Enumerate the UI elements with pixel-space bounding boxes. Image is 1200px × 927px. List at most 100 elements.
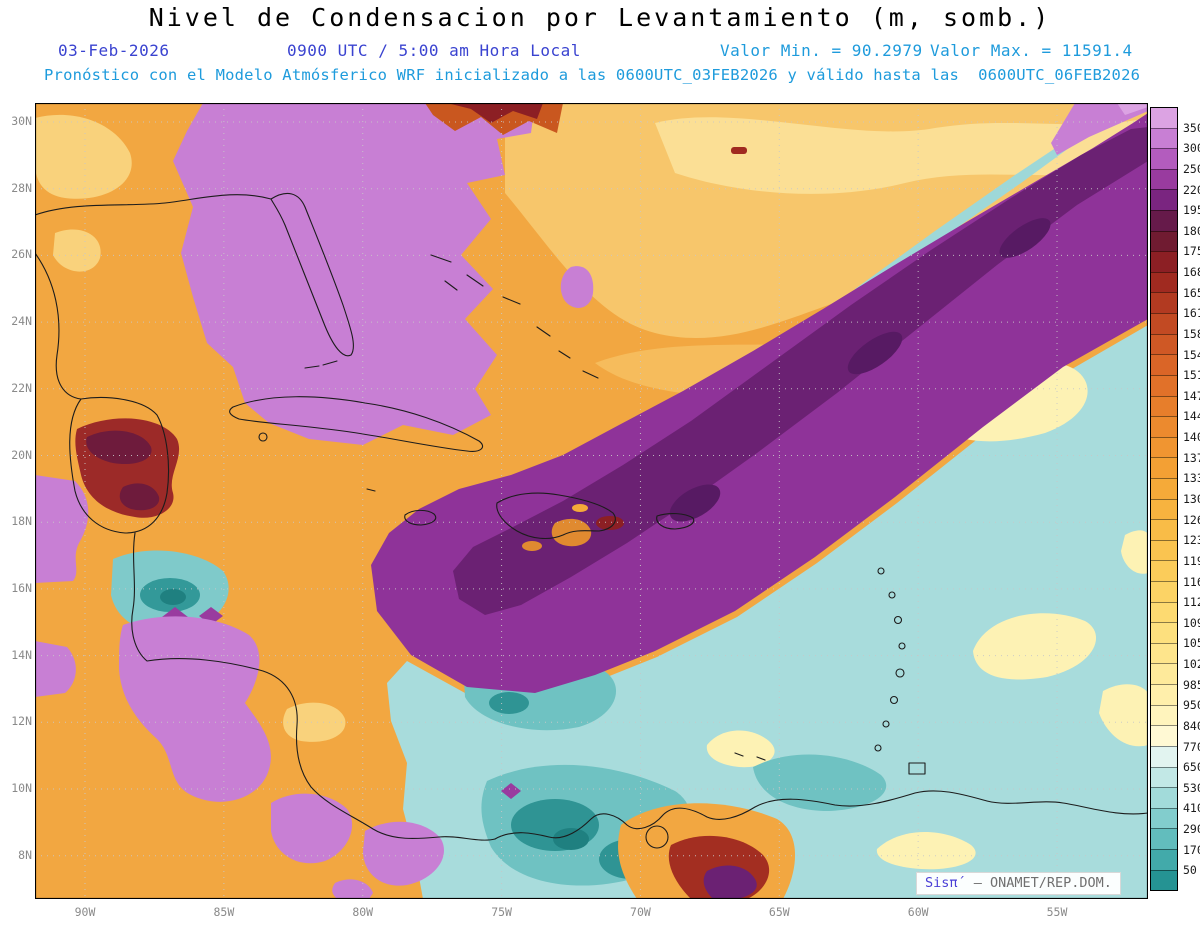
colorbar-label: 3500 — [1183, 120, 1200, 135]
colorbar-segment — [1151, 601, 1177, 623]
colorbar-segment — [1151, 848, 1177, 870]
coastline-south-america — [494, 790, 1148, 840]
graticule — [35, 103, 1148, 899]
time-label: 0900 UTC / 5:00 am Hora Local — [287, 41, 581, 60]
colorbar-segments — [1151, 108, 1177, 891]
colorbar-segment — [1151, 210, 1177, 231]
coastline-lake-maracaibo — [645, 825, 669, 849]
x-axis-tick: 55W — [1046, 905, 1068, 919]
coastline-florida — [270, 192, 354, 357]
region-pale-yellow-6 — [876, 832, 976, 870]
region-cyan-low-lcl — [387, 325, 1148, 899]
colorbar-segment — [1151, 251, 1177, 272]
colorbar-label: 950 — [1183, 698, 1200, 713]
colorbar-segment — [1151, 704, 1177, 726]
colorbar-segment — [1151, 416, 1177, 437]
colorbar-label: 1800 — [1183, 223, 1200, 238]
y-axis-tick: 22N — [11, 380, 32, 395]
coastline-jamaica — [404, 509, 437, 526]
region-costarica-purple — [271, 793, 353, 864]
region-left-purple-2 — [35, 641, 76, 697]
coastline-antilles-3 — [893, 615, 903, 625]
colorbar-segment — [1151, 127, 1177, 149]
colorbar-segment — [1151, 828, 1177, 849]
colorbar-label: 1125 — [1183, 595, 1200, 610]
y-axis-tick: 30N — [11, 114, 32, 128]
coastline-antilles-7 — [882, 720, 890, 728]
colorbar-segment — [1151, 148, 1177, 169]
colorbar-segment — [1151, 457, 1177, 478]
colorbar-label: 410 — [1183, 801, 1200, 816]
y-axis-tick: 24N — [11, 314, 32, 329]
colorbar-label: 1300 — [1183, 492, 1200, 506]
valor-max-label: Valor Max. = 11591.4 — [930, 41, 1133, 60]
coastline-central-america — [131, 532, 496, 841]
colorbar-label: 1440 — [1183, 409, 1200, 424]
coastline-florida-keys — [304, 360, 338, 369]
colorbar-label: 1335 — [1183, 471, 1200, 486]
coastline-isla-juventud — [258, 432, 268, 442]
region-dark-teal-3 — [489, 692, 529, 714]
colorbar-segment — [1151, 807, 1177, 829]
valor-min-label: Valor Min. = 90.2979 — [720, 41, 923, 60]
colorbar-label: 1160 — [1183, 574, 1200, 589]
colorbar-label: 1545 — [1183, 347, 1200, 362]
region-small-darkred — [731, 147, 747, 154]
region-hispaniola-orange-spot-2 — [522, 541, 542, 551]
watermark-org: – ONAMET/REP.DOM. — [965, 875, 1112, 891]
y-axis-tick: 14N — [11, 647, 32, 662]
colorbar-segment — [1151, 477, 1177, 499]
region-pale-yellow-2 — [973, 613, 1097, 680]
colorbar-label: 1195 — [1183, 553, 1200, 568]
region-guatemala-purple — [119, 616, 271, 802]
colorbar — [1150, 107, 1178, 891]
x-axis-tick: 60W — [907, 905, 929, 919]
colorbar-segment — [1151, 684, 1177, 705]
colorbar-segment — [1151, 333, 1177, 355]
colorbar-label: 1265 — [1183, 512, 1200, 527]
colorbar-label: 530 — [1183, 780, 1200, 795]
colorbar-segment — [1151, 108, 1177, 128]
region-band-darkest-2 — [847, 331, 903, 375]
y-axis-tick: 18N — [11, 514, 32, 529]
x-axis-tick: 65W — [768, 905, 790, 919]
y-axis-tick: 8N — [18, 847, 32, 862]
region-panama-purple-2 — [332, 879, 373, 899]
coastline-mexico — [35, 252, 82, 400]
colorbar-label: 1020 — [1183, 657, 1200, 672]
colorbar-label: 1950 — [1183, 203, 1200, 218]
region-yucatan-teal-inner — [160, 589, 186, 605]
y-axis-tick: 10N — [11, 781, 32, 795]
coastline-trinidad — [908, 762, 926, 775]
y-axis-tick: 28N — [11, 180, 32, 195]
coastlines — [35, 192, 1148, 849]
colorbar-segment — [1151, 560, 1177, 582]
x-axis-tick: 90W — [74, 905, 96, 919]
x-axis-tick: 85W — [213, 905, 235, 919]
colorbar-label: 1370 — [1183, 450, 1200, 465]
map-area: Sisπ´ – ONAMET/REP.DOM. — [35, 103, 1148, 899]
colorbar-segment — [1151, 374, 1177, 396]
region-hispaniola-red-spot — [596, 516, 624, 530]
colorbar-label: 1405 — [1183, 430, 1200, 445]
region-corner-lavender — [1117, 103, 1148, 115]
colorbar-label: 2200 — [1183, 182, 1200, 197]
chart-title: Nivel de Condensacion por Levantamiento … — [148, 3, 1052, 32]
coastline-bahamas — [430, 254, 599, 379]
colorbar-label: 1475 — [1183, 388, 1200, 403]
region-yucatan-maroon-1 — [86, 430, 152, 465]
colorbar-segment — [1151, 642, 1177, 664]
region-hispaniola-yellow-spot — [572, 504, 588, 512]
colorbar-segment — [1151, 271, 1177, 293]
colorbar-segment — [1151, 189, 1177, 211]
colorbar-segment — [1151, 745, 1177, 767]
colorbar-label: 985 — [1183, 677, 1200, 692]
colorbar-segment — [1151, 622, 1177, 643]
coastline-antilles-4 — [898, 642, 906, 650]
colorbar-label: 2500 — [1183, 161, 1200, 176]
colorbar-label: 1580 — [1183, 326, 1200, 341]
coastline-cuba — [229, 396, 484, 452]
region-purple-diamond-sea — [501, 783, 521, 799]
colorbar-segment — [1151, 395, 1177, 417]
